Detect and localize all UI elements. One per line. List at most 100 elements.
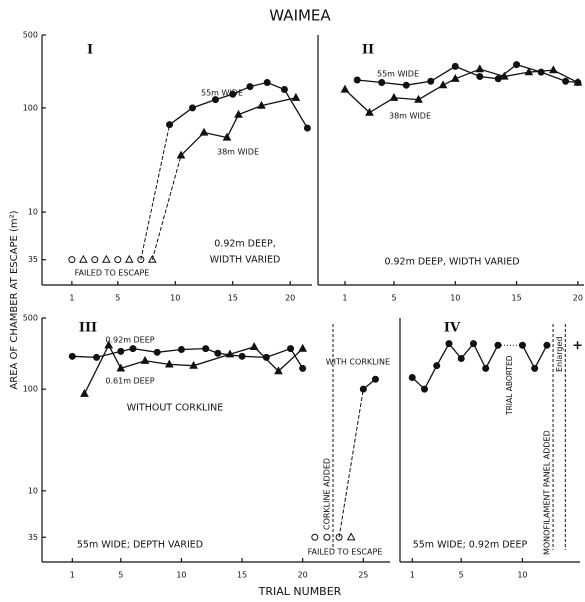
series-label: 38m WIDE — [389, 112, 431, 121]
data-point — [199, 127, 209, 136]
annotation: 55m WIDE; DEPTH VARIED — [77, 540, 203, 551]
data-point — [249, 342, 259, 350]
data-point — [371, 375, 379, 383]
x-tick-label: 20 — [573, 294, 583, 303]
data-point — [177, 346, 185, 354]
data-line — [180, 97, 297, 156]
x-tick-label: 15 — [237, 571, 247, 580]
data-point — [189, 360, 198, 369]
panel-label: I — [87, 43, 93, 58]
data-line — [72, 347, 304, 369]
data-point — [164, 359, 174, 368]
data-point — [117, 347, 125, 355]
data-point — [378, 79, 386, 87]
y-tick-label: 35 — [28, 533, 38, 542]
data-point — [298, 343, 308, 352]
x-tick-label: 15 — [228, 294, 238, 303]
data-point — [438, 80, 448, 89]
data-point — [573, 77, 583, 86]
x-tick-label: 10 — [450, 294, 460, 303]
data-point — [280, 86, 288, 94]
data-point — [166, 121, 174, 129]
note-label: TRIAL ABORTED — [505, 355, 514, 416]
data-point — [562, 77, 570, 85]
figure-title: WAIMEA — [269, 7, 331, 25]
x-tick-label: 20 — [285, 294, 295, 303]
x-tick-label: 20 — [298, 571, 308, 580]
data-point — [274, 366, 283, 375]
x-tick-label: 10 — [517, 571, 527, 580]
data-point — [263, 79, 271, 87]
annotation: 55m WIDE; 0.92m DEEP — [413, 540, 528, 551]
data-point — [114, 256, 122, 264]
data-point — [104, 340, 114, 349]
data-point — [450, 73, 460, 82]
data-point — [543, 341, 551, 349]
data-point — [476, 72, 484, 80]
data-point — [246, 83, 254, 91]
escape-connector — [151, 155, 182, 260]
x-tick-label: 5 — [115, 294, 120, 303]
annotation: 0.92m DEEP, — [214, 239, 276, 250]
panel-label: III — [79, 321, 97, 336]
data-point — [176, 150, 186, 159]
y-tick-label: 500 — [23, 314, 38, 323]
data-point — [427, 77, 435, 85]
x-tick-label: 5 — [391, 294, 396, 303]
data-point — [323, 533, 331, 541]
data-point — [101, 254, 111, 263]
data-point — [68, 352, 76, 360]
data-point — [359, 385, 367, 393]
y-axis-label: AREA OF CHAMBER AT ESCAPE (m²) — [9, 210, 20, 389]
x-tick-label: 15 — [511, 294, 521, 303]
y-tick-label: 10 — [28, 486, 38, 495]
data-point — [287, 345, 295, 353]
panel-label: IV — [444, 321, 461, 336]
data-point — [531, 364, 539, 372]
event-label: CORKLINE ADDED — [323, 458, 332, 530]
data-point — [475, 64, 485, 73]
data-point — [482, 364, 490, 372]
series-label: 55m WIDE — [377, 70, 419, 79]
annotation: WITHOUT CORKLINE — [127, 403, 224, 414]
data-point — [420, 385, 428, 393]
data-point — [451, 62, 459, 70]
data-point — [124, 254, 134, 263]
data-point — [494, 341, 502, 349]
x-axis-label: TRIAL NUMBER — [258, 585, 342, 598]
y-tick-label: 500 — [23, 31, 38, 40]
data-point — [340, 84, 350, 93]
data-point — [365, 107, 374, 116]
x-tick-label: 25 — [358, 571, 368, 580]
data-point — [257, 100, 266, 109]
data-point — [513, 61, 521, 69]
y-tick-label: 100 — [23, 103, 38, 112]
series-label: 0.92m DEEP — [105, 336, 154, 345]
data-point — [140, 355, 150, 364]
data-point — [389, 92, 399, 101]
data-point — [91, 256, 99, 264]
data-point — [262, 353, 270, 361]
data-point — [116, 363, 126, 372]
data-point — [299, 364, 307, 372]
data-point — [189, 104, 197, 112]
data-point — [433, 362, 441, 370]
data-point — [408, 374, 416, 382]
data-point — [499, 71, 509, 80]
data-point — [549, 65, 558, 74]
x-tick-label: 10 — [170, 294, 180, 303]
data-point — [229, 90, 237, 98]
panel-label: II — [362, 43, 374, 58]
data-point — [311, 533, 319, 541]
y-tick-label: 10 — [28, 208, 38, 217]
data-point — [518, 341, 526, 349]
failed-label: FAILED TO ESCAPE — [75, 269, 150, 278]
data-point — [353, 76, 361, 84]
data-point — [524, 67, 534, 76]
y-tick-label: 35 — [28, 255, 38, 264]
data-point — [79, 254, 88, 263]
data-line — [411, 342, 548, 391]
data-point — [129, 345, 137, 353]
data-point — [234, 109, 243, 118]
